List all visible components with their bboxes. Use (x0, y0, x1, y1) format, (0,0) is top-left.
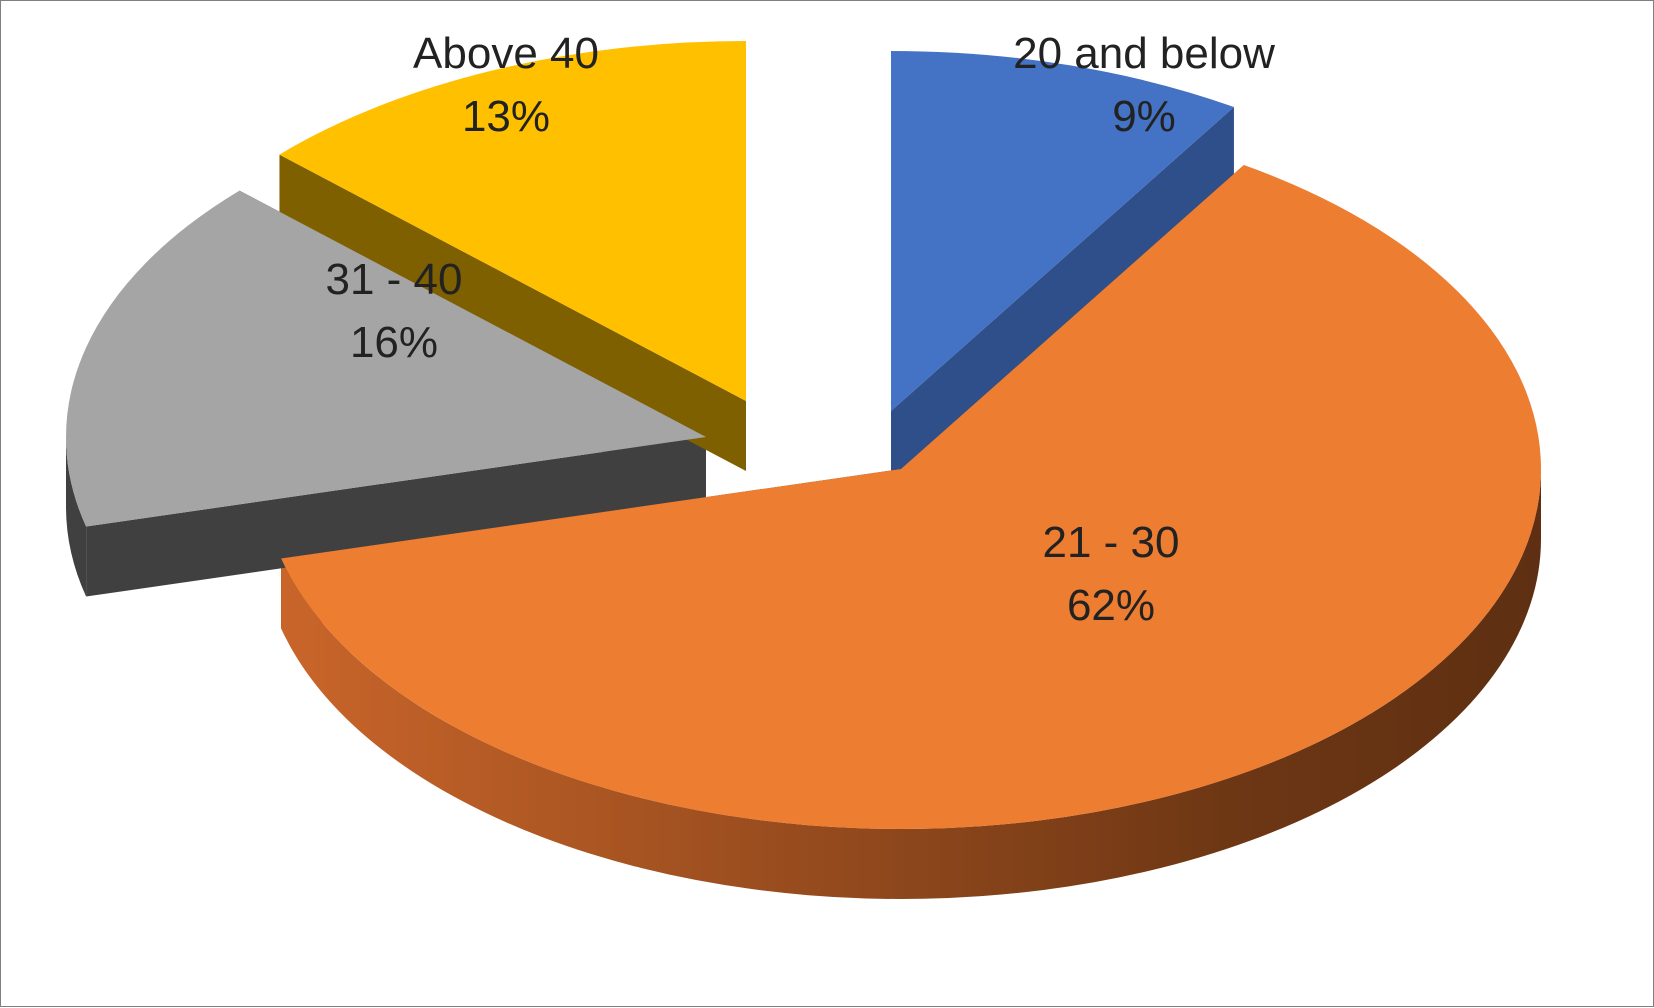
slice-percent-label: 62% (1067, 581, 1155, 630)
pie-slice (281, 165, 1541, 830)
slice-category-label: 21 - 30 (1043, 518, 1180, 567)
pie-slice (279, 41, 746, 401)
slice-percent-label: 13% (462, 92, 550, 141)
slice-rim (281, 469, 1541, 899)
slice-percent-label: 16% (350, 318, 438, 367)
pie-slice (65, 190, 706, 527)
slice-rim (66, 437, 87, 597)
slice-radial-face (891, 107, 1234, 482)
slice-category-label: Above 40 (413, 29, 599, 78)
slice-tops (65, 41, 1541, 830)
slice-radial-face (86, 437, 707, 597)
slice-labels: 20 and below 9% 21 - 30 62% 31 - 40 16% Above … (326, 29, 1276, 630)
slice-radial-face (279, 154, 746, 471)
pie-slice (891, 51, 1234, 411)
slice-category-label: 31 - 40 (326, 255, 463, 304)
slice-category-label: 20 and below (1013, 29, 1275, 78)
slice-percent-label: 9% (1112, 92, 1176, 141)
